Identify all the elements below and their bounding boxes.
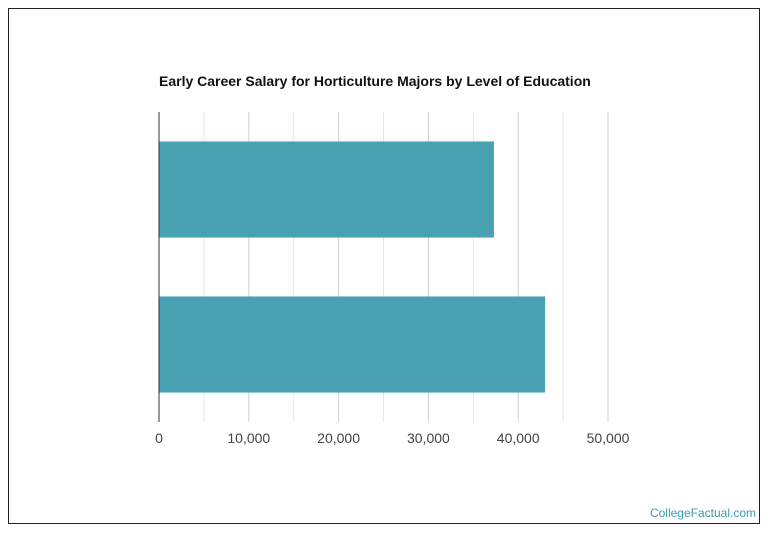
source-credit-link[interactable]: CollegeFactual.com	[649, 506, 756, 520]
x-tick-label: 30,000	[407, 430, 450, 446]
x-tick-label: 50,000	[587, 430, 630, 446]
x-tick-label: 40,000	[497, 430, 540, 446]
x-tick-label: 10,000	[227, 430, 270, 446]
bar-2	[159, 296, 546, 393]
bars	[159, 141, 546, 393]
x-tick-label: 0	[155, 430, 163, 446]
x-tick-label: 20,000	[317, 430, 360, 446]
bar-1	[159, 141, 494, 238]
x-tick-labels: 0 10,000 20,000 30,000 40,000 50,000	[155, 430, 630, 446]
chart-title: Early Career Salary for Horticulture Maj…	[159, 73, 591, 89]
